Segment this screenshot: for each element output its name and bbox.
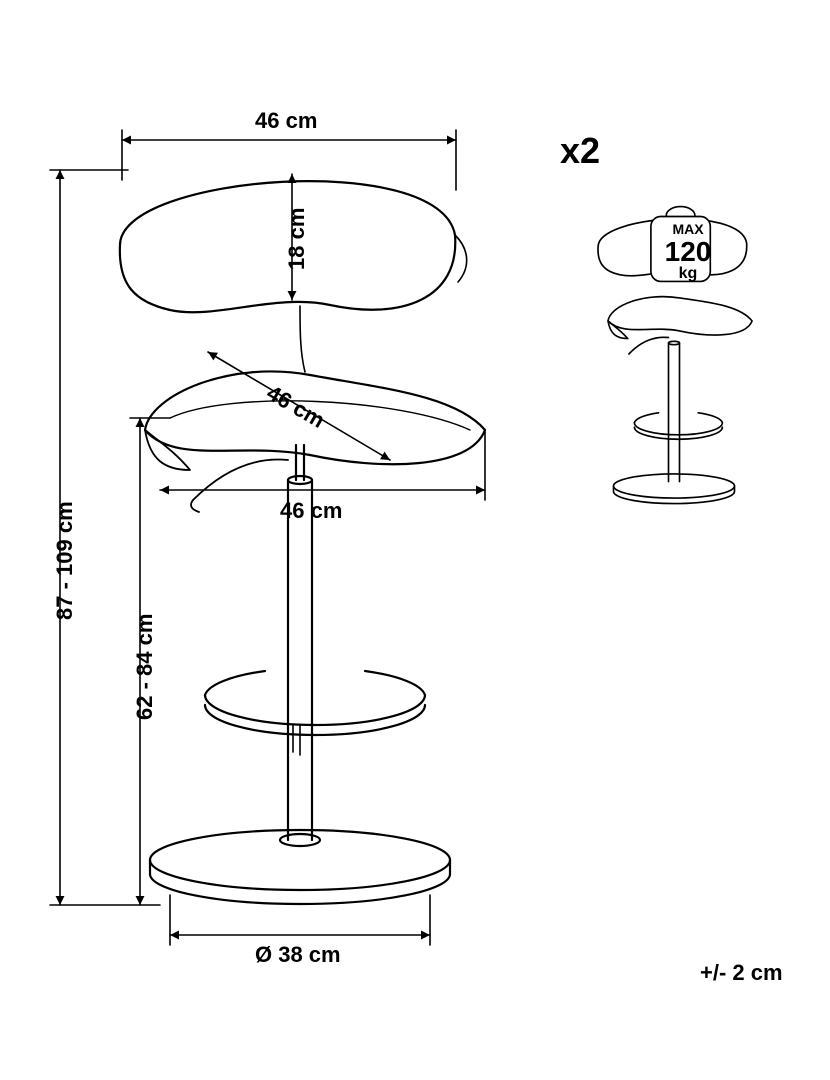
diagram-canvas: 87 - 109 cm 62 - 84 cm 46 cm 18 cm 46 cm… xyxy=(0,0,830,1080)
label-seat-width: 46 cm xyxy=(280,498,342,524)
max-weight-box: MAX 120 kg xyxy=(653,222,723,283)
main-stool-outline xyxy=(120,181,485,904)
quantity-label: x2 xyxy=(560,130,600,172)
dimension-lines xyxy=(50,130,485,945)
tolerance-label: +/- 2 cm xyxy=(700,960,783,986)
stool-drawing-main xyxy=(0,0,830,1080)
max-weight-label: MAX xyxy=(653,222,723,237)
max-weight-value: 120 xyxy=(653,237,723,266)
max-weight-unit: kg xyxy=(653,266,723,283)
label-backrest-width: 46 cm xyxy=(255,108,317,134)
label-total-height: 87 - 109 cm xyxy=(52,501,78,620)
label-seat-height: 62 - 84 cm xyxy=(132,614,158,720)
label-base-diameter: Ø 38 cm xyxy=(255,942,341,968)
label-backrest-height: 18 cm xyxy=(284,208,310,270)
